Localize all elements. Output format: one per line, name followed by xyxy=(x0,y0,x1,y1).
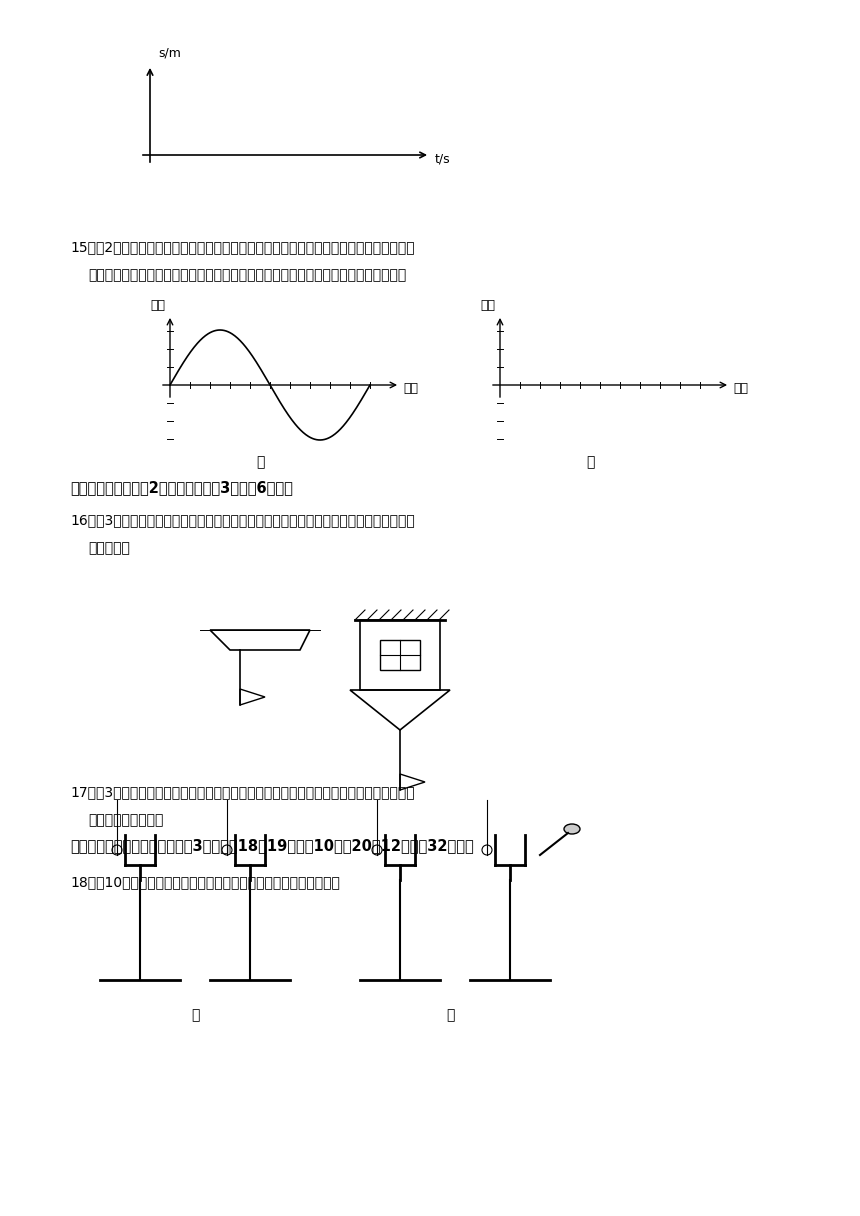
Text: 乙: 乙 xyxy=(586,455,594,469)
Bar xyxy=(360,620,440,689)
Text: 振幅: 振幅 xyxy=(480,299,495,313)
Text: 振幅: 振幅 xyxy=(150,299,165,313)
Text: t/s: t/s xyxy=(435,152,451,165)
Text: 乙: 乙 xyxy=(445,1008,454,1021)
Ellipse shape xyxy=(564,824,580,834)
Text: 四、简答题（本题共2个小题，每小题3分，共6分。）: 四、简答题（本题共2个小题，每小题3分，共6分。） xyxy=(70,480,293,495)
Text: 坐标图中画出一种声音的波形图，要求该声音的响度和音调都为图甲所示声音的一半。: 坐标图中画出一种声音的波形图，要求该声音的响度和音调都为图甲所示声音的一半。 xyxy=(88,268,406,282)
Text: 17．（3分）超声波虽然人耳不能听见，但是人类利用它具有的特性发明了许多的工具，广: 17．（3分）超声波虽然人耳不能听见，但是人类利用它具有的特性发明了许多的工具，… xyxy=(70,786,415,799)
Bar xyxy=(380,640,420,670)
Text: 五、实验与科学探究题（本题共3个小题，18、19题每题10分，20题12分，共32分。）: 五、实验与科学探究题（本题共3个小题，18、19题每题10分，20题12分，共3… xyxy=(70,838,474,852)
Text: 甲: 甲 xyxy=(191,1008,200,1021)
Text: 时间: 时间 xyxy=(733,382,748,394)
Text: 甲: 甲 xyxy=(255,455,264,469)
Text: 泛运用于生产生活中: 泛运用于生产生活中 xyxy=(88,814,163,827)
Text: 15．（2分）如图所示的图甲所示为某种声音输入到示波器上时显示的波形图。请在图乙的: 15．（2分）如图所示的图甲所示为某种声音输入到示波器上时显示的波形图。请在图乙… xyxy=(70,240,415,254)
Text: s/m: s/m xyxy=(158,47,181,60)
Text: 16．（3分）观察图中所示的小旗，判断船相对于岸上的楼房的运动状态有哪几种可能？并: 16．（3分）观察图中所示的小旗，判断船相对于岸上的楼房的运动状态有哪几种可能？… xyxy=(70,513,415,527)
Text: 简单说明。: 简单说明。 xyxy=(88,541,130,554)
Text: 18．（10分）小明在学习《声现象》这一章节时，进行了如下实验。: 18．（10分）小明在学习《声现象》这一章节时，进行了如下实验。 xyxy=(70,876,340,889)
Text: 时间: 时间 xyxy=(403,382,418,394)
